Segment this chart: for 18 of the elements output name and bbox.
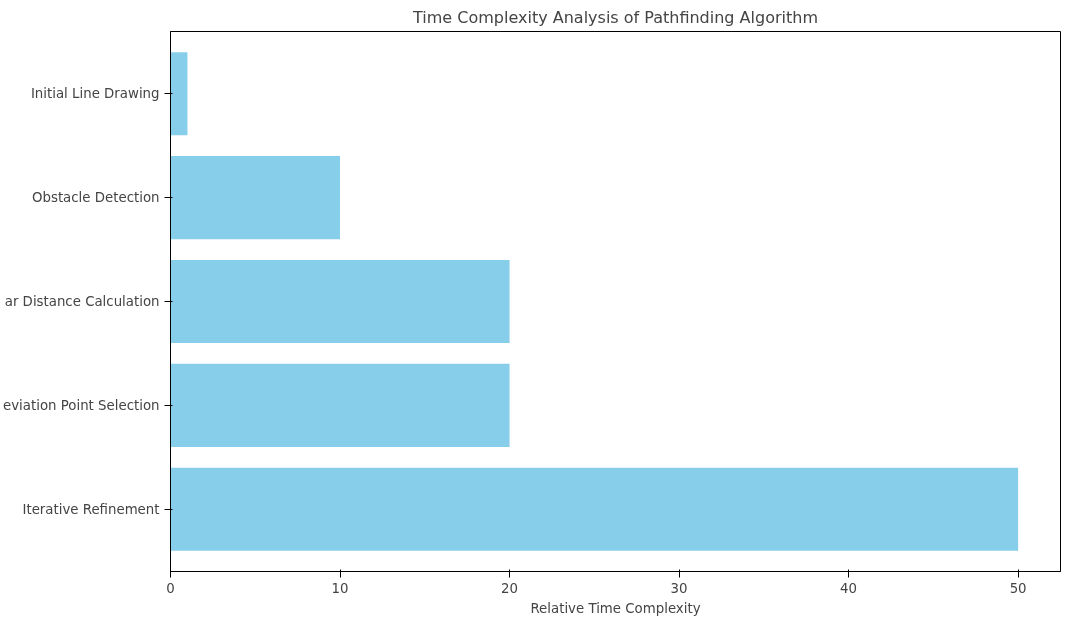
x-tick-label: 50 (1009, 580, 1027, 596)
y-tick-label: Initial Line Drawing (30, 86, 160, 102)
y-tick-label: Obstacle Detection (32, 190, 160, 206)
x-tick-label: 20 (501, 580, 519, 596)
y-tick-label: ar Distance Calculation (4, 294, 160, 309)
x-tick-label: 40 (840, 580, 858, 596)
chart-title: Time Complexity Analysis of Pathfinding Algorithm (412, 7, 818, 27)
x-tick-label: 10 (331, 580, 349, 596)
y-tick-label: Iterative Refinement (22, 501, 160, 517)
x-axis-title: Relative Time Complexity (530, 600, 701, 616)
bar (170, 259, 510, 344)
bar (170, 52, 188, 136)
y-tick-label: eviation Point Selection (3, 397, 160, 413)
bar (170, 156, 341, 240)
bar (170, 363, 510, 447)
x-tick-label: 0 (166, 580, 175, 596)
bar (170, 467, 1019, 551)
x-tick-label: 30 (670, 580, 688, 596)
